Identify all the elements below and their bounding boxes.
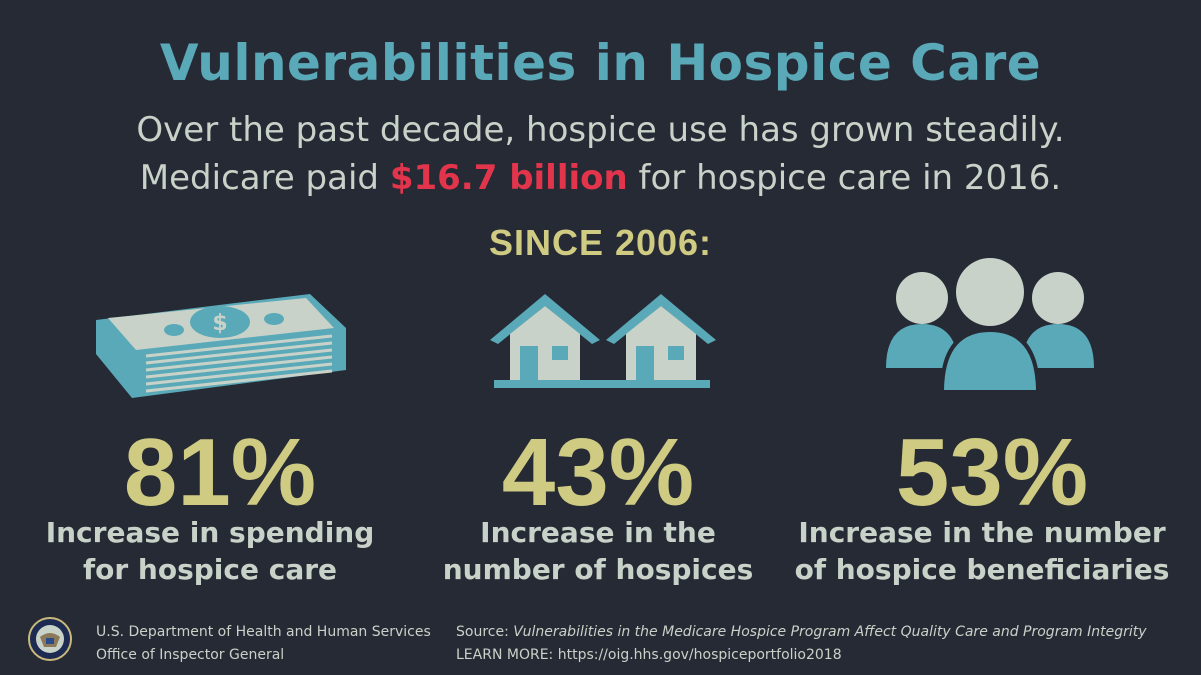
label-line: Increase in the number <box>798 516 1166 549</box>
source-title: Vulnerabilities in the Medicare Hospice … <box>513 624 1147 640</box>
label-line: for hospice care <box>82 553 338 586</box>
stat-label-hospices: Increase in the number of hospices <box>398 514 798 588</box>
source-prefix: Source: <box>456 624 514 640</box>
stat-value-beneficiaries: 53% <box>895 419 1089 526</box>
label-line: Increase in spending <box>45 516 375 549</box>
subtitle-text: for hospice care in 2016. <box>627 158 1062 198</box>
stat-label-spending: Increase in spending for hospice care <box>10 514 410 588</box>
source-line: Source: Vulnerabilities in the Medicare … <box>456 621 1147 644</box>
source-info: Source: Vulnerabilities in the Medicare … <box>456 621 1147 667</box>
stat-value-hospices: 43% <box>501 419 695 526</box>
learn-more-link[interactable]: LEARN MORE: https://oig.hhs.gov/hospicep… <box>456 647 842 663</box>
since-label: SINCE 2006: <box>488 222 713 263</box>
agency-line-1: U.S. Department of Health and Human Serv… <box>96 624 431 640</box>
svg-text:$: $ <box>212 311 227 336</box>
hhs-seal-icon <box>28 617 72 661</box>
stat-label-beneficiaries: Increase in the number of hospice benefic… <box>782 514 1182 588</box>
houses-icon <box>490 294 716 388</box>
money-stack-icon: $ <box>96 294 346 398</box>
spending-highlight: $16.7 billion <box>389 158 628 198</box>
subtitle-line-1: Over the past decade, hospice use has gr… <box>136 110 1065 150</box>
people-icon <box>886 258 1094 394</box>
label-line: number of hospices <box>442 553 754 586</box>
agency-name: U.S. Department of Health and Human Serv… <box>96 621 431 667</box>
label-line: Increase in the <box>480 516 716 549</box>
subtitle-line-2: Medicare paid $16.7 billion for hospice … <box>0 158 1201 198</box>
page-title: Vulnerabilities in Hospice Care <box>159 34 1042 92</box>
agency-line-2: Office of Inspector General <box>96 647 285 663</box>
label-line: of hospice beneficiaries <box>794 553 1170 586</box>
subtitle-text: Medicare paid <box>139 158 390 198</box>
stat-value-spending: 81% <box>123 419 317 526</box>
